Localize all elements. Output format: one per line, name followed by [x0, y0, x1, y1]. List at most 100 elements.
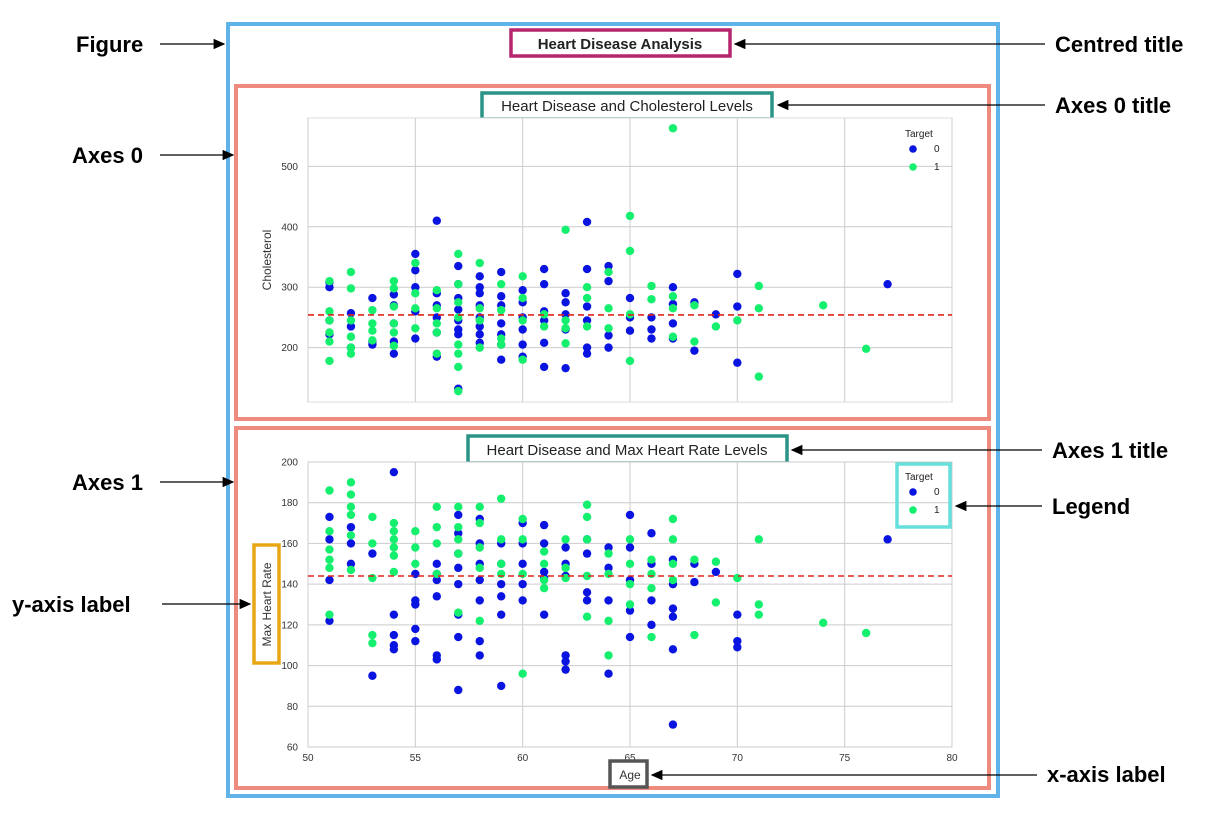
xlabel-highlight-box [608, 759, 649, 789]
data-point-target-1 [668, 514, 678, 524]
data-point-target-1 [754, 372, 763, 381]
data-point-target-0 [432, 655, 441, 664]
data-point-target-0 [497, 610, 506, 619]
data-point-target-0 [389, 630, 399, 640]
data-point-target-0 [497, 681, 506, 691]
data-point-target-1 [497, 569, 506, 579]
data-point-target-0 [432, 592, 441, 601]
data-point-target-1 [711, 557, 721, 566]
data-point-target-1 [733, 573, 742, 583]
data-point-target-0 [561, 657, 570, 666]
data-point-target-0 [604, 596, 613, 605]
data-point-target-1 [561, 339, 570, 348]
annotation-ylabel: y-axis label [12, 592, 131, 617]
data-point-target-0 [647, 529, 656, 538]
data-point-target-1 [346, 490, 356, 499]
data-point-target-0 [518, 596, 527, 605]
data-point-target-0 [604, 276, 613, 286]
x-tick-label: 50 [302, 753, 314, 764]
data-point-target-0 [454, 579, 463, 589]
data-point-target-1 [454, 279, 463, 289]
data-point-target-0 [883, 279, 892, 289]
data-point-target-0 [454, 632, 463, 642]
legend-label-1: 1 [934, 505, 940, 516]
data-point-target-0 [368, 549, 377, 558]
y-tick-label: 140 [281, 580, 298, 591]
data-point-target-0 [582, 264, 592, 274]
data-point-target-1 [497, 559, 506, 568]
data-point-target-1 [411, 559, 420, 568]
data-point-target-1 [325, 545, 334, 554]
annotation-axes0-title: Axes 0 title [1055, 93, 1171, 118]
data-point-target-1 [625, 211, 635, 221]
data-point-target-0 [346, 308, 356, 318]
data-point-target-1 [582, 571, 592, 581]
axes1-title: Heart Disease and Max Heart Rate Levels [487, 442, 768, 459]
data-point-target-0 [454, 305, 463, 314]
data-point-target-1 [647, 632, 656, 642]
data-point-target-0 [346, 559, 356, 568]
data-point-target-1 [454, 362, 463, 372]
data-point-target-1 [325, 356, 334, 366]
data-point-target-0 [883, 535, 892, 544]
data-point-target-1 [389, 302, 399, 311]
data-point-target-0 [539, 539, 549, 548]
axes0-title: Heart Disease and Cholesterol Levels [501, 98, 753, 115]
data-point-target-1 [668, 559, 678, 568]
data-point-target-1 [346, 343, 356, 352]
data-point-target-1 [432, 328, 441, 337]
legend-label-0: 0 [934, 487, 940, 498]
data-point-target-1 [389, 567, 399, 577]
data-point-target-0 [625, 632, 635, 642]
data-point-target-0 [475, 289, 484, 298]
x-axis-label: Age [619, 768, 641, 782]
data-point-target-1 [754, 535, 763, 544]
y-tick-label: 60 [287, 743, 299, 754]
data-point-target-0 [539, 338, 549, 347]
data-point-target-0 [604, 563, 613, 573]
data-point-target-0 [325, 535, 334, 544]
data-point-target-1 [582, 293, 592, 303]
annotation-centred-title: Centred title [1055, 32, 1183, 57]
data-point-target-0 [325, 512, 334, 522]
data-point-target-1 [625, 356, 635, 366]
data-point-target-0 [475, 272, 484, 281]
y-tick-label: 400 [281, 222, 298, 233]
data-point-target-0 [389, 645, 399, 654]
data-point-target-1 [346, 565, 356, 575]
data-point-target-0 [454, 529, 463, 538]
data-point-target-0 [711, 567, 721, 577]
data-point-target-0 [368, 293, 377, 303]
data-point-target-0 [561, 298, 570, 307]
data-point-target-0 [411, 624, 420, 634]
legend-label-0: 0 [934, 144, 940, 155]
data-point-target-1 [432, 502, 441, 511]
data-point-target-0 [561, 651, 570, 660]
data-point-target-1 [368, 336, 377, 345]
data-point-target-1 [454, 522, 463, 532]
data-point-target-1 [325, 307, 334, 316]
data-point-target-0 [539, 610, 549, 619]
data-point-target-1 [454, 298, 463, 307]
legend-marker-1 [909, 163, 917, 171]
data-point-target-0 [518, 325, 527, 334]
y-tick-label: 200 [281, 343, 298, 354]
data-point-target-1 [690, 301, 699, 310]
data-point-target-1 [604, 324, 613, 333]
data-point-target-0 [733, 636, 742, 646]
data-point-target-1 [518, 669, 527, 678]
data-point-target-1 [561, 225, 570, 234]
data-point-target-1 [625, 535, 635, 544]
data-point-target-1 [475, 502, 484, 511]
y-tick-label: 80 [287, 702, 299, 713]
legend-marker-0 [909, 488, 917, 496]
y-tick-label: 300 [281, 283, 298, 294]
annotation-legend: Legend [1052, 494, 1130, 519]
data-point-target-1 [604, 616, 613, 625]
data-point-target-1 [368, 305, 377, 315]
data-point-target-1 [389, 319, 399, 328]
data-point-target-1 [561, 563, 570, 573]
data-point-target-1 [561, 573, 570, 583]
data-point-target-1 [497, 535, 506, 544]
data-point-target-1 [539, 310, 549, 319]
